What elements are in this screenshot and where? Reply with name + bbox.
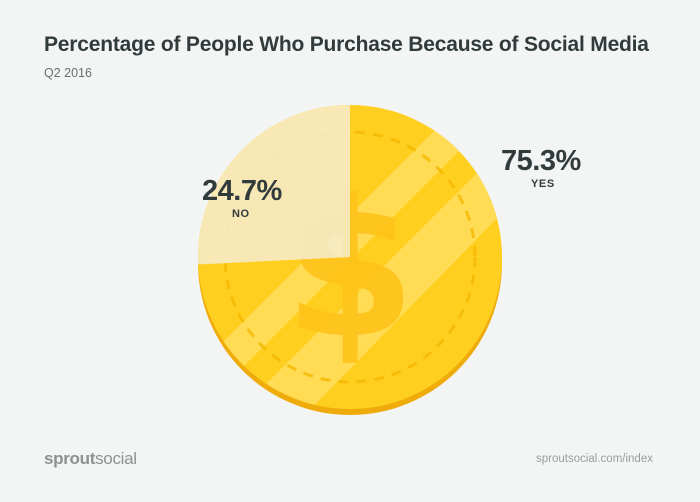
yes-label: YES: [531, 178, 555, 190]
yes-percentage: 75.3%: [501, 145, 581, 177]
no-percentage: 24.7%: [202, 175, 282, 207]
chart-subtitle: Q2 2016: [44, 66, 92, 80]
shine-stripe: [250, 170, 502, 409]
dashed-ring: [223, 130, 477, 384]
pie-slice-no: [198, 105, 350, 265]
logo-bold: sprout: [44, 449, 96, 468]
no-label: NO: [232, 208, 250, 220]
source-url: sproutsocial.com/index: [536, 453, 653, 465]
logo-light: social: [95, 449, 137, 468]
chart-title: Percentage of People Who Purchase Becaus…: [44, 33, 649, 56]
sproutsocial-logo: sproutsocial: [44, 449, 137, 469]
